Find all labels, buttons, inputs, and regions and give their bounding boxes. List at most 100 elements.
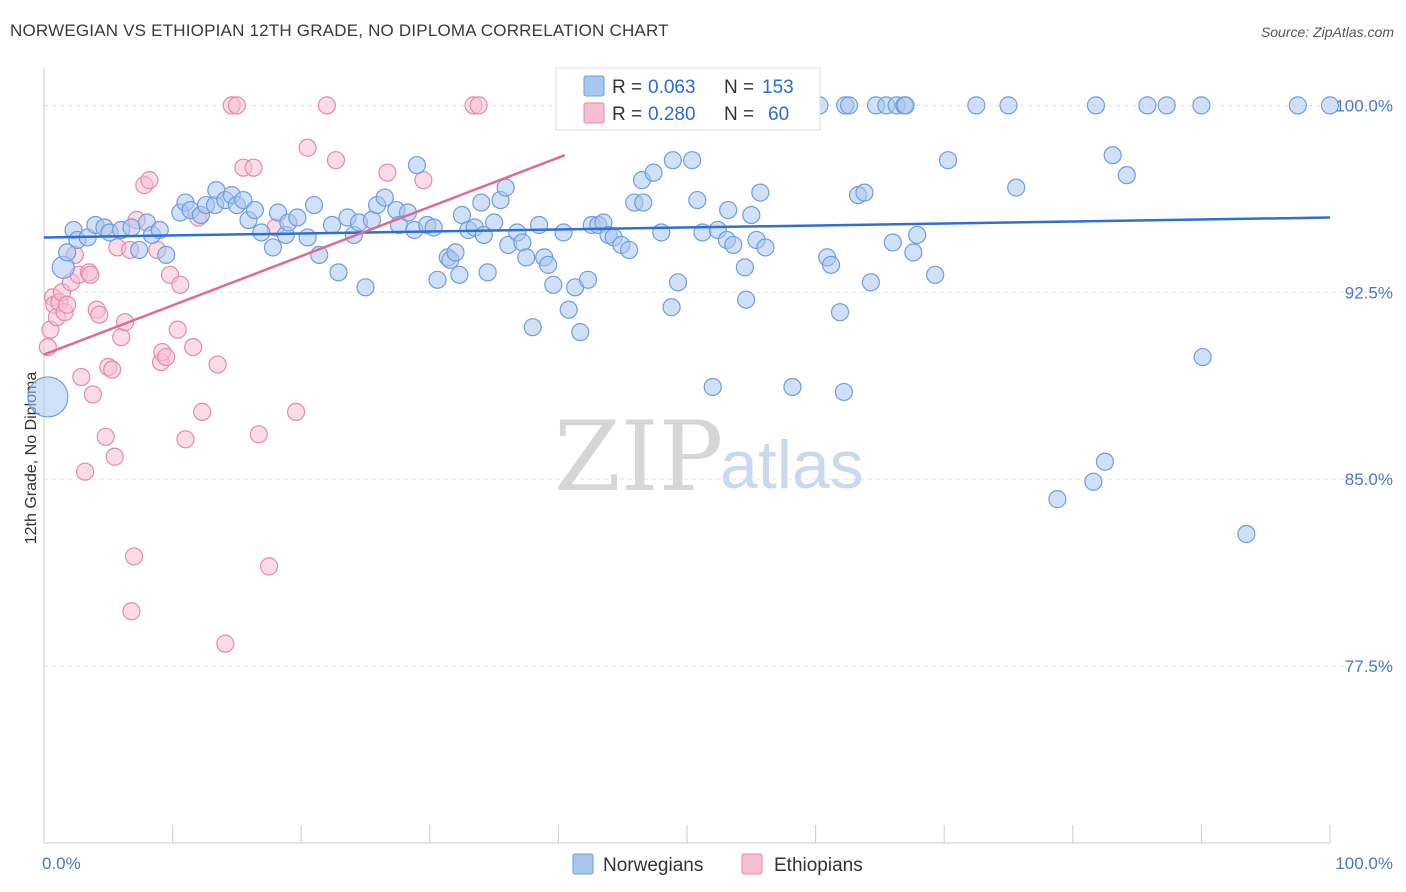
legend-swatch-ethiopians	[583, 102, 605, 124]
norwegian-point	[472, 193, 491, 212]
norwegian-point	[724, 235, 743, 255]
legend-r-label: R =	[612, 77, 642, 98]
axes	[43, 68, 1331, 844]
norwegian-point	[1007, 178, 1026, 197]
legend-swatch-ethiopians	[741, 853, 763, 875]
ethiopian-point	[286, 402, 306, 421]
ethiopians-points	[38, 96, 488, 653]
norwegian-point	[485, 213, 504, 232]
ethiopian-point	[112, 328, 131, 347]
trend-lines	[43, 154, 1331, 356]
norwegian-point	[742, 205, 761, 225]
norwegian-point	[896, 96, 915, 115]
ethiopian-point	[216, 634, 235, 653]
norwegian-point	[861, 273, 880, 292]
norwegian-point	[688, 190, 707, 210]
norwegian-point	[737, 290, 756, 309]
norwegian-point	[288, 208, 307, 227]
norwegian-point	[967, 96, 986, 115]
ethiopian-point	[326, 151, 346, 170]
norwegian-point	[27, 376, 69, 418]
ethiopian-point	[171, 275, 190, 294]
legend-n-label: N =	[724, 104, 754, 125]
ethiopian-point	[249, 425, 268, 444]
norwegian-point	[1192, 96, 1211, 115]
ethiopian-point	[298, 138, 317, 157]
ethiopian-point	[244, 158, 263, 177]
ethiopian-point	[184, 337, 203, 357]
ethiopians-trend-line	[43, 154, 566, 356]
norwegian-point	[578, 270, 598, 289]
norwegian-point	[234, 190, 253, 210]
norwegian-point	[668, 273, 688, 292]
legend-swatch-norwegians	[583, 75, 605, 97]
norwegian-point	[322, 215, 342, 235]
norwegian-point	[263, 238, 283, 257]
norwegian-point	[821, 255, 841, 274]
watermark-zip: ZIP	[554, 401, 723, 513]
ethiopian-point	[58, 295, 77, 314]
ethiopian-point	[168, 320, 187, 339]
norwegian-point	[999, 96, 1018, 115]
legend-r-value: 0.280	[648, 104, 696, 125]
norwegian-point	[1048, 490, 1067, 509]
ethiopian-point	[469, 96, 488, 115]
norwegian-point	[478, 263, 497, 282]
norwegian-point	[938, 151, 958, 170]
legend-n-value: 60	[768, 104, 789, 125]
ethiopian-point	[193, 402, 212, 421]
chart-title: NORWEGIAN VS ETHIOPIAN 12TH GRADE, NO DI…	[10, 21, 669, 40]
norwegians-trend-line	[43, 216, 1331, 239]
y-tick-label: 77.5%	[1345, 657, 1393, 676]
norwegian-point	[735, 258, 754, 277]
ethiopian-point	[208, 355, 227, 374]
norwegian-point	[157, 245, 176, 264]
norwegian-point	[756, 238, 775, 257]
ethiopian-point	[103, 360, 122, 379]
norwegian-point	[122, 218, 141, 237]
norwegian-point	[883, 233, 902, 252]
norwegian-point	[544, 275, 563, 294]
norwegian-point	[407, 156, 427, 175]
y-tick-label: 85.0%	[1345, 470, 1393, 489]
norwegian-point	[304, 195, 324, 215]
norwegian-point	[1320, 96, 1340, 115]
x-tick-label: 100.0%	[1335, 854, 1393, 873]
norwegian-point	[446, 243, 465, 262]
ethiopian-point	[124, 547, 144, 566]
ethiopian-point	[378, 163, 397, 182]
norwegian-point	[830, 303, 850, 322]
ethiopian-point	[122, 602, 141, 621]
ethiopian-point	[414, 171, 433, 190]
ethiopian-point	[157, 347, 176, 367]
norwegian-point	[1237, 524, 1256, 544]
norwegian-point	[554, 223, 573, 242]
source-credit: Source: ZipAtlas.com	[1260, 24, 1394, 40]
ethiopian-point	[83, 385, 102, 404]
norwegian-point	[523, 318, 542, 337]
norwegian-point	[751, 183, 770, 202]
ethiopian-point	[76, 462, 95, 481]
watermark: ZIP atlas	[554, 401, 864, 513]
ethiopian-point	[90, 305, 109, 324]
ethiopian-point	[96, 427, 115, 446]
norwegian-point	[329, 263, 348, 282]
legend-label-norwegians: Norwegians	[603, 855, 703, 876]
ethiopian-point	[227, 96, 246, 115]
norwegian-point	[783, 377, 802, 397]
norwegian-point	[1103, 146, 1122, 165]
norwegian-point	[245, 200, 265, 220]
norwegian-point	[855, 183, 874, 202]
norwegian-point	[644, 163, 663, 182]
norwegian-point	[150, 220, 169, 240]
norwegian-point	[834, 382, 853, 402]
ethiopian-point	[81, 265, 100, 284]
norwegian-point	[571, 323, 590, 342]
legend-swatch-norwegians	[572, 853, 594, 875]
ethiopian-point	[259, 557, 279, 576]
norwegian-point	[539, 255, 558, 274]
ethiopian-point	[176, 430, 195, 449]
norwegian-point	[1095, 452, 1115, 471]
x-tick-label: 0.0%	[42, 854, 81, 873]
